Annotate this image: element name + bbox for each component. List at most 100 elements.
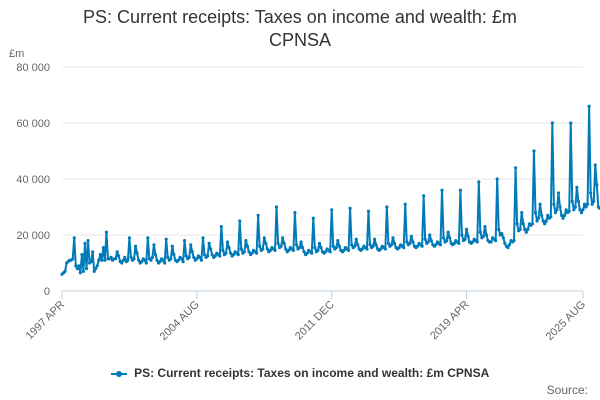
series-line <box>61 105 600 275</box>
data-point <box>190 250 194 254</box>
legend[interactable]: PS: Current receipts: Taxes on income an… <box>0 366 600 380</box>
data-point <box>94 267 98 271</box>
data-point <box>143 258 147 262</box>
data-point <box>95 264 99 268</box>
data-point <box>330 208 334 212</box>
data-point <box>316 248 320 252</box>
data-point <box>255 251 259 255</box>
data-point <box>489 240 493 244</box>
data-point <box>250 251 254 255</box>
data-point <box>133 244 138 248</box>
data-point <box>155 258 159 262</box>
data-point <box>460 233 464 237</box>
data-point <box>411 240 415 244</box>
data-point <box>356 243 360 247</box>
data-point <box>127 236 132 240</box>
data-point <box>366 209 371 213</box>
data-point <box>120 261 124 265</box>
data-point <box>579 211 584 215</box>
data-point <box>561 216 565 220</box>
data-point <box>210 253 214 257</box>
x-axis: 1997 APR 2004 AUG 2011 DEC 2019 APR 2025 AUG <box>24 291 588 343</box>
data-point <box>83 241 87 245</box>
data-point <box>92 269 96 273</box>
data-point <box>590 202 594 206</box>
data-point <box>507 243 512 247</box>
data-point <box>564 208 568 212</box>
data-point <box>403 202 407 206</box>
data-point <box>481 234 485 238</box>
data-point <box>463 237 467 241</box>
data-point <box>227 246 231 250</box>
data-point <box>114 257 118 261</box>
data-point <box>258 244 262 248</box>
data-point <box>391 236 395 240</box>
data-point <box>350 243 354 247</box>
data-point <box>293 211 297 215</box>
data-point <box>221 248 225 252</box>
data-point <box>373 237 377 241</box>
y-axis: £m 0 20 000 40 000 60 000 80 000 <box>9 48 50 298</box>
data-point <box>305 251 309 255</box>
data-point <box>264 241 268 245</box>
data-point <box>452 241 456 245</box>
data-point <box>213 254 217 258</box>
data-point <box>242 250 246 254</box>
data-point <box>572 208 576 212</box>
data-point <box>281 236 285 240</box>
data-point <box>532 149 536 153</box>
data-point <box>74 264 78 268</box>
data-point <box>471 240 475 244</box>
data-point <box>331 244 335 248</box>
data-point <box>360 247 364 251</box>
data-point <box>408 241 412 245</box>
data-point <box>570 199 574 203</box>
data-point <box>535 219 539 223</box>
data-point <box>558 205 562 209</box>
y-axis-unit-label: £m <box>9 48 24 60</box>
data-point <box>409 234 413 238</box>
data-point <box>353 244 357 248</box>
data-point <box>549 215 553 219</box>
data-point <box>440 188 444 192</box>
data-point <box>337 244 341 248</box>
data-point <box>575 185 579 189</box>
data-point <box>342 248 346 252</box>
data-point <box>592 199 596 203</box>
data-point <box>291 248 295 252</box>
data-point <box>176 258 181 262</box>
data-point <box>392 241 397 245</box>
data-point <box>513 166 518 170</box>
data-point <box>181 260 185 264</box>
data-point <box>140 260 144 264</box>
data-point <box>334 246 338 250</box>
data-point <box>589 191 593 195</box>
data-point <box>526 227 530 231</box>
data-point <box>97 258 101 262</box>
data-point <box>86 239 90 243</box>
data-point <box>189 243 193 247</box>
data-point <box>236 253 240 257</box>
data-point <box>536 216 541 220</box>
data-point <box>385 205 389 209</box>
data-point <box>75 267 79 271</box>
data-point <box>573 205 577 209</box>
data-point <box>98 253 102 257</box>
data-point <box>287 248 291 252</box>
data-point <box>150 255 155 259</box>
data-point <box>261 247 265 251</box>
data-point <box>137 258 141 262</box>
data-point <box>543 222 547 226</box>
data-point <box>202 253 207 257</box>
data-point <box>101 246 105 250</box>
data-point <box>63 269 67 273</box>
data-point <box>457 241 461 245</box>
data-point <box>166 255 170 259</box>
data-point <box>584 205 588 209</box>
data-point <box>302 250 306 254</box>
data-point <box>441 236 446 240</box>
data-point <box>199 258 204 262</box>
data-point <box>184 254 188 258</box>
data-point <box>172 253 176 257</box>
data-point <box>426 240 430 244</box>
